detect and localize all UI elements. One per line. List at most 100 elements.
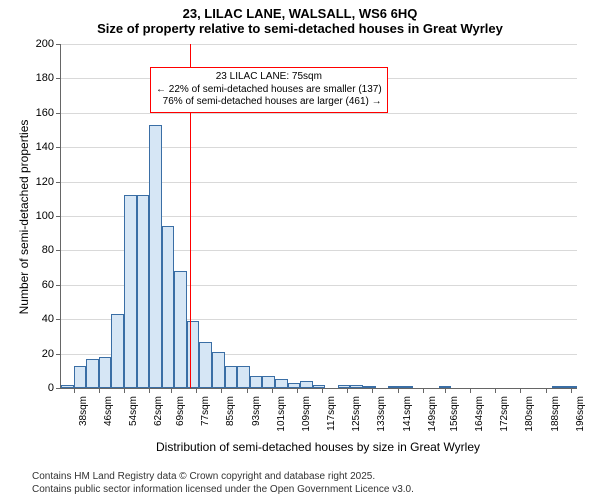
ytick-label: 100 (29, 210, 54, 222)
histogram-bar (237, 366, 250, 388)
histogram-bar (99, 357, 112, 388)
xtick-label: 85sqm (225, 396, 236, 440)
x-axis-label: Distribution of semi-detached houses by … (60, 440, 576, 454)
histogram-bar (212, 352, 225, 388)
plot-area: 02040608010012014016018020038sqm46sqm54s… (60, 44, 577, 389)
xtick-mark (372, 388, 373, 393)
xtick-mark (196, 388, 197, 393)
xtick-label: 188sqm (550, 396, 561, 440)
ytick-mark (56, 182, 61, 183)
ytick-mark (56, 44, 61, 45)
xtick-mark (546, 388, 547, 393)
histogram-bar (149, 125, 162, 388)
xtick-mark (297, 388, 298, 393)
ytick-label: 40 (29, 313, 54, 325)
xtick-label: 54sqm (128, 396, 139, 440)
ytick-mark (56, 319, 61, 320)
xtick-label: 77sqm (200, 396, 211, 440)
xtick-label: 172sqm (499, 396, 510, 440)
xtick-mark (495, 388, 496, 393)
xtick-mark (149, 388, 150, 393)
annotation-line1: 23 LILAC LANE: 75sqm (156, 71, 382, 84)
histogram-bar (174, 271, 187, 388)
ytick-label: 120 (29, 176, 54, 188)
histogram-bar (388, 386, 401, 388)
histogram-bar (199, 342, 212, 388)
histogram-bar (338, 385, 351, 388)
xtick-mark (445, 388, 446, 393)
histogram-bar (275, 379, 288, 388)
xtick-mark (171, 388, 172, 393)
chart-title-line1: 23, LILAC LANE, WALSALL, WS6 6HQ (0, 0, 600, 21)
xtick-mark (74, 388, 75, 393)
gridline (61, 182, 577, 183)
ytick-label: 80 (29, 244, 54, 256)
histogram-bar (313, 385, 326, 388)
histogram-bar (162, 226, 175, 388)
xtick-label: 46sqm (103, 396, 114, 440)
histogram-bar (187, 321, 200, 388)
ytick-mark (56, 285, 61, 286)
attribution-line1: Contains HM Land Registry data © Crown c… (32, 470, 414, 483)
gridline (61, 44, 577, 45)
annotation-box: 23 LILAC LANE: 75sqm← 22% of semi-detach… (150, 67, 388, 113)
xtick-label: 109sqm (301, 396, 312, 440)
xtick-mark (398, 388, 399, 393)
xtick-mark (520, 388, 521, 393)
xtick-label: 141sqm (402, 396, 413, 440)
xtick-label: 133sqm (376, 396, 387, 440)
histogram-chart: 23, LILAC LANE, WALSALL, WS6 6HQ Size of… (0, 0, 600, 500)
xtick-mark (470, 388, 471, 393)
ytick-label: 60 (29, 279, 54, 291)
histogram-bar (363, 386, 376, 388)
histogram-bar (552, 386, 565, 388)
ytick-label: 180 (29, 72, 54, 84)
attribution-text: Contains HM Land Registry data © Crown c… (32, 470, 414, 496)
ytick-label: 140 (29, 141, 54, 153)
histogram-bar (401, 386, 414, 388)
histogram-bar (61, 385, 74, 388)
attribution-line2: Contains public sector information licen… (32, 483, 414, 496)
xtick-mark (347, 388, 348, 393)
annotation-line3: 76% of semi-detached houses are larger (… (156, 96, 382, 109)
histogram-bar (225, 366, 238, 388)
chart-title-line2: Size of property relative to semi-detach… (0, 21, 600, 36)
histogram-bar (111, 314, 124, 388)
xtick-mark (272, 388, 273, 393)
ytick-mark (56, 147, 61, 148)
gridline (61, 147, 577, 148)
annotation-line2: ← 22% of semi-detached houses are smalle… (156, 84, 382, 97)
xtick-mark (247, 388, 248, 393)
xtick-label: 101sqm (276, 396, 287, 440)
xtick-label: 125sqm (351, 396, 362, 440)
xtick-mark (571, 388, 572, 393)
histogram-bar (350, 385, 363, 388)
xtick-label: 149sqm (427, 396, 438, 440)
xtick-label: 62sqm (153, 396, 164, 440)
xtick-label: 196sqm (575, 396, 586, 440)
ytick-label: 20 (29, 348, 54, 360)
xtick-mark (221, 388, 222, 393)
xtick-label: 164sqm (474, 396, 485, 440)
xtick-mark (423, 388, 424, 393)
histogram-bar (137, 195, 150, 388)
xtick-mark (99, 388, 100, 393)
histogram-bar (74, 366, 87, 388)
ytick-mark (56, 113, 61, 114)
ytick-mark (56, 388, 61, 389)
ytick-label: 0 (29, 382, 54, 394)
ytick-mark (56, 354, 61, 355)
xtick-label: 180sqm (524, 396, 535, 440)
histogram-bar (262, 376, 275, 388)
ytick-mark (56, 250, 61, 251)
histogram-bar (124, 195, 137, 388)
ytick-label: 200 (29, 38, 54, 50)
histogram-bar (300, 381, 313, 388)
histogram-bar (288, 383, 301, 388)
histogram-bar (86, 359, 99, 388)
xtick-label: 156sqm (449, 396, 460, 440)
gridline (61, 113, 577, 114)
xtick-label: 93sqm (251, 396, 262, 440)
ytick-mark (56, 216, 61, 217)
xtick-label: 38sqm (78, 396, 89, 440)
